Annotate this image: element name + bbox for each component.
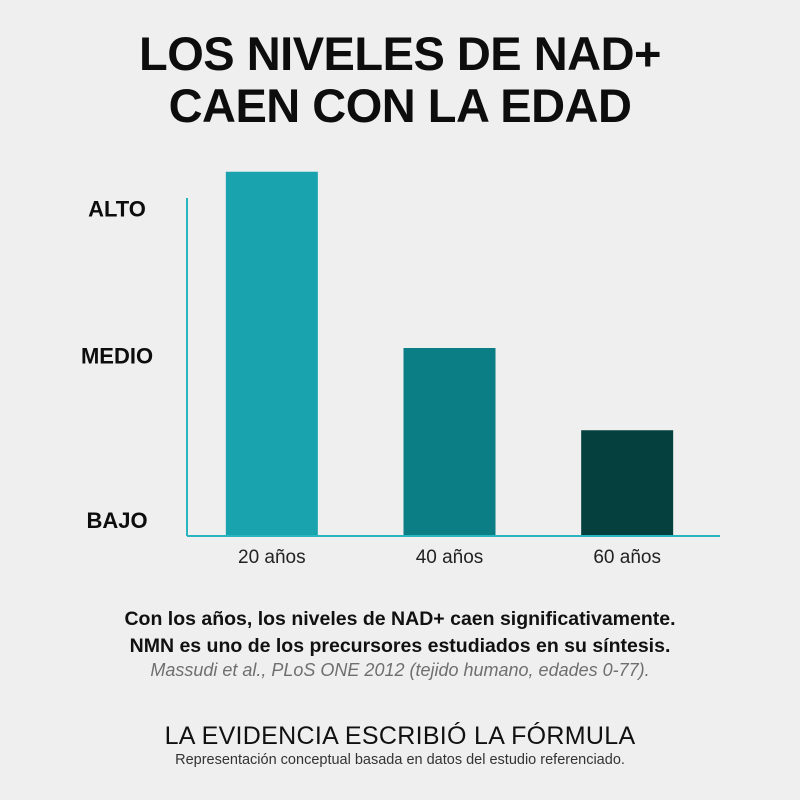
bar-3 (581, 430, 674, 536)
chart-caption: Con los años, los niveles de NAD+ caen s… (0, 606, 800, 660)
bar-1 (225, 171, 318, 536)
x-tick-label-1: 20 años (238, 547, 306, 568)
x-tick-label-3: 60 años (593, 547, 661, 568)
caption-line-2: NMN es uno de los precursores estudiados… (129, 635, 671, 657)
y-tick-label-alto: ALTO (88, 197, 146, 222)
tagline: LA EVIDENCIA ESCRIBIÓ LA FÓRMULA (164, 722, 636, 750)
citation: Massudi et al., PLoS ONE 2012 (tejido hu… (150, 660, 650, 680)
bar-chart-svg: 20 años 40 años 60 años BAJO MEDIO ALTO (81, 171, 720, 568)
y-tick-label-medio: MEDIO (81, 344, 153, 369)
title-line-2: CAEN CON LA EDAD (168, 79, 632, 132)
x-tick-label-2: 40 años (416, 547, 484, 568)
bar-chart: 20 años 40 años 60 años BAJO MEDIO ALTO (0, 160, 800, 580)
caption-line-1: Con los años, los niveles de NAD+ caen s… (124, 608, 676, 630)
y-tick-label-bajo: BAJO (86, 508, 147, 533)
bar-2 (403, 348, 496, 536)
chart-title: LOS NIVELES DE NAD+ CAEN CON LA EDAD (0, 28, 800, 132)
title-line-1: LOS NIVELES DE NAD+ (139, 27, 661, 80)
footnote: Representación conceptual basada en dato… (175, 752, 625, 768)
